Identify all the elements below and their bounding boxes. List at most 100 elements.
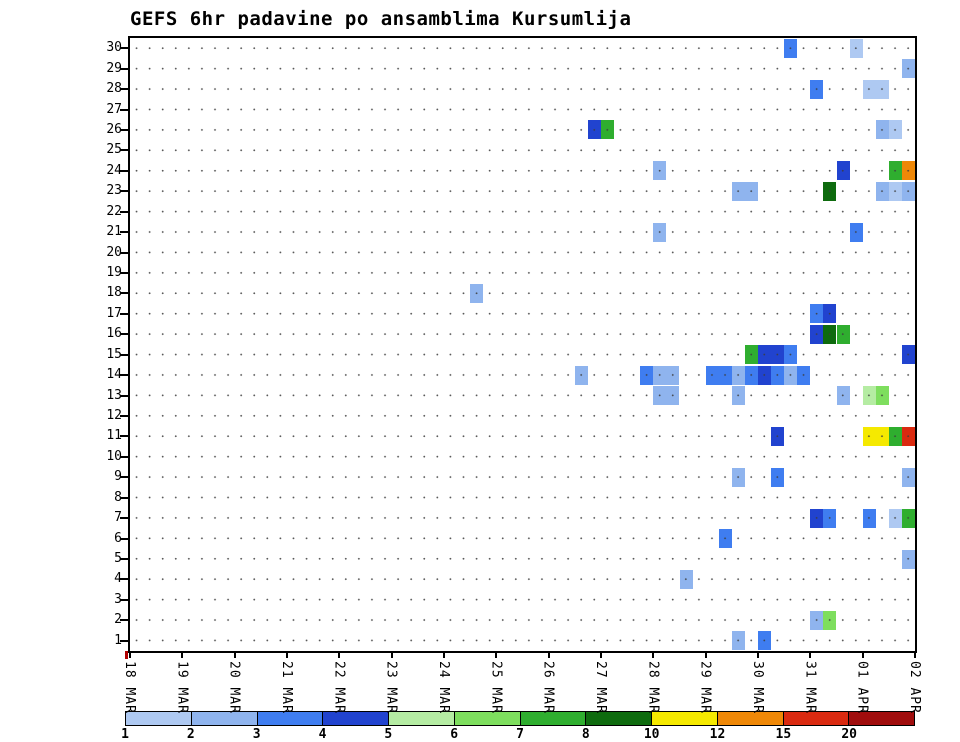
colorbar-label: 6 bbox=[450, 727, 459, 742]
heatmap-cell bbox=[875, 426, 889, 446]
x-axis-label: 01 APR bbox=[854, 661, 870, 714]
heatmap-cell bbox=[823, 181, 837, 201]
colorbar bbox=[125, 711, 915, 726]
colorbar-segment bbox=[454, 712, 521, 725]
colorbar-label: 12 bbox=[709, 727, 726, 742]
y-axis-label: 22 bbox=[106, 203, 122, 219]
heatmap-cell bbox=[823, 324, 837, 344]
x-axis-label: 22 MAR bbox=[331, 661, 347, 714]
colorbar-segment bbox=[520, 712, 587, 725]
chart-title: GEFS 6hr padavine po ansamblima Kursumli… bbox=[130, 8, 632, 30]
heatmap-cell bbox=[901, 161, 915, 181]
y-axis-label: 21 bbox=[106, 224, 122, 240]
y-axis-label: 11 bbox=[106, 428, 122, 444]
y-axis-tick bbox=[120, 619, 128, 622]
heatmap-cell bbox=[718, 365, 732, 385]
y-axis-tick bbox=[120, 169, 128, 172]
y-axis-tick bbox=[120, 190, 128, 193]
heatmap-cell bbox=[836, 161, 850, 181]
x-axis-tick bbox=[233, 651, 236, 658]
y-axis-tick bbox=[120, 476, 128, 479]
y-axis-label: 28 bbox=[106, 81, 122, 97]
y-axis-label: 1 bbox=[114, 632, 122, 648]
y-axis-tick bbox=[120, 517, 128, 520]
heatmap-cell bbox=[810, 79, 824, 99]
x-axis-label: 29 MAR bbox=[697, 661, 713, 714]
y-axis-tick bbox=[120, 333, 128, 336]
colorbar-label: 8 bbox=[581, 727, 590, 742]
y-axis-label: 4 bbox=[114, 571, 122, 587]
x-axis-tick bbox=[809, 651, 812, 658]
x-axis-label: 24 MAR bbox=[436, 661, 451, 714]
y-axis-label: 27 bbox=[106, 101, 122, 117]
y-axis-tick bbox=[120, 149, 128, 152]
y-axis-label: 30 bbox=[106, 40, 122, 56]
heatmap-cell bbox=[810, 304, 824, 324]
y-axis-label: 6 bbox=[114, 530, 122, 546]
heatmap-cell bbox=[731, 631, 745, 651]
heatmap-cell bbox=[679, 569, 693, 589]
x-axis-label: 23 MAR bbox=[383, 661, 399, 714]
heatmap-cell bbox=[653, 386, 667, 406]
heatmap-cell bbox=[901, 181, 915, 201]
y-axis-tick bbox=[120, 353, 128, 356]
y-axis-label: 26 bbox=[106, 121, 122, 137]
heatmap-cell bbox=[901, 345, 915, 365]
x-axis-label: 28 MAR bbox=[645, 661, 661, 714]
y-axis-tick bbox=[120, 128, 128, 131]
colorbar-segment bbox=[849, 712, 914, 725]
colorbar-label: 1 bbox=[121, 727, 129, 742]
heatmap-cell bbox=[862, 426, 876, 446]
x-axis-label: 20 MAR bbox=[226, 661, 242, 714]
x-axis-label: 31 MAR bbox=[802, 661, 818, 714]
heatmap-cell bbox=[888, 181, 902, 201]
colorbar-segment bbox=[126, 712, 192, 725]
y-axis-label: 23 bbox=[106, 183, 122, 199]
y-axis-label: 2 bbox=[114, 612, 122, 628]
y-axis-tick bbox=[120, 455, 128, 458]
heatmap-cell bbox=[797, 365, 811, 385]
heatmap-cell bbox=[888, 161, 902, 181]
heatmap-cell bbox=[862, 508, 876, 528]
colorbar-segment bbox=[323, 712, 389, 725]
heatmap-cell bbox=[731, 386, 745, 406]
x-axis-tick bbox=[129, 651, 131, 658]
colorbar-label: 5 bbox=[384, 727, 393, 742]
y-axis-label: 15 bbox=[106, 346, 122, 362]
heatmap-cell bbox=[888, 508, 902, 528]
colorbar-segment bbox=[652, 712, 718, 725]
heatmap-cell bbox=[666, 365, 680, 385]
heatmap-cell bbox=[862, 386, 876, 406]
x-axis-label: 25 MAR bbox=[488, 661, 504, 714]
y-axis-label: 16 bbox=[106, 326, 122, 342]
y-axis-label: 7 bbox=[114, 510, 122, 526]
colorbar-label: 3 bbox=[252, 727, 261, 742]
x-axis-label: 27 MAR bbox=[593, 661, 608, 714]
heatmap-cell bbox=[758, 345, 772, 365]
heatmap-cell bbox=[836, 324, 850, 344]
x-axis-tick bbox=[547, 651, 550, 658]
heatmap-cell bbox=[731, 181, 745, 201]
y-axis-tick bbox=[120, 271, 128, 274]
x-axis-tick bbox=[443, 651, 445, 658]
y-axis-tick bbox=[120, 598, 128, 601]
heatmap-cell bbox=[875, 120, 889, 140]
y-axis-tick bbox=[120, 558, 128, 561]
x-axis-label: 26 MAR bbox=[540, 661, 556, 714]
y-axis-label: 25 bbox=[106, 142, 122, 158]
y-axis-label: 10 bbox=[106, 448, 122, 464]
heatmap-cell bbox=[705, 365, 719, 385]
y-axis-label: 9 bbox=[114, 469, 122, 485]
heatmap-cell bbox=[771, 345, 785, 365]
y-axis-tick bbox=[120, 88, 128, 91]
heatmap-cell bbox=[849, 38, 863, 58]
colorbar-label: 2 bbox=[186, 727, 195, 742]
y-axis-label: 12 bbox=[106, 408, 122, 424]
heatmap-cell bbox=[810, 508, 824, 528]
y-axis-tick bbox=[120, 292, 128, 295]
y-axis-label: 3 bbox=[114, 591, 122, 607]
heatmap-cell bbox=[862, 79, 876, 99]
y-axis-label: 19 bbox=[106, 264, 122, 280]
heatmap-cell bbox=[784, 38, 798, 58]
